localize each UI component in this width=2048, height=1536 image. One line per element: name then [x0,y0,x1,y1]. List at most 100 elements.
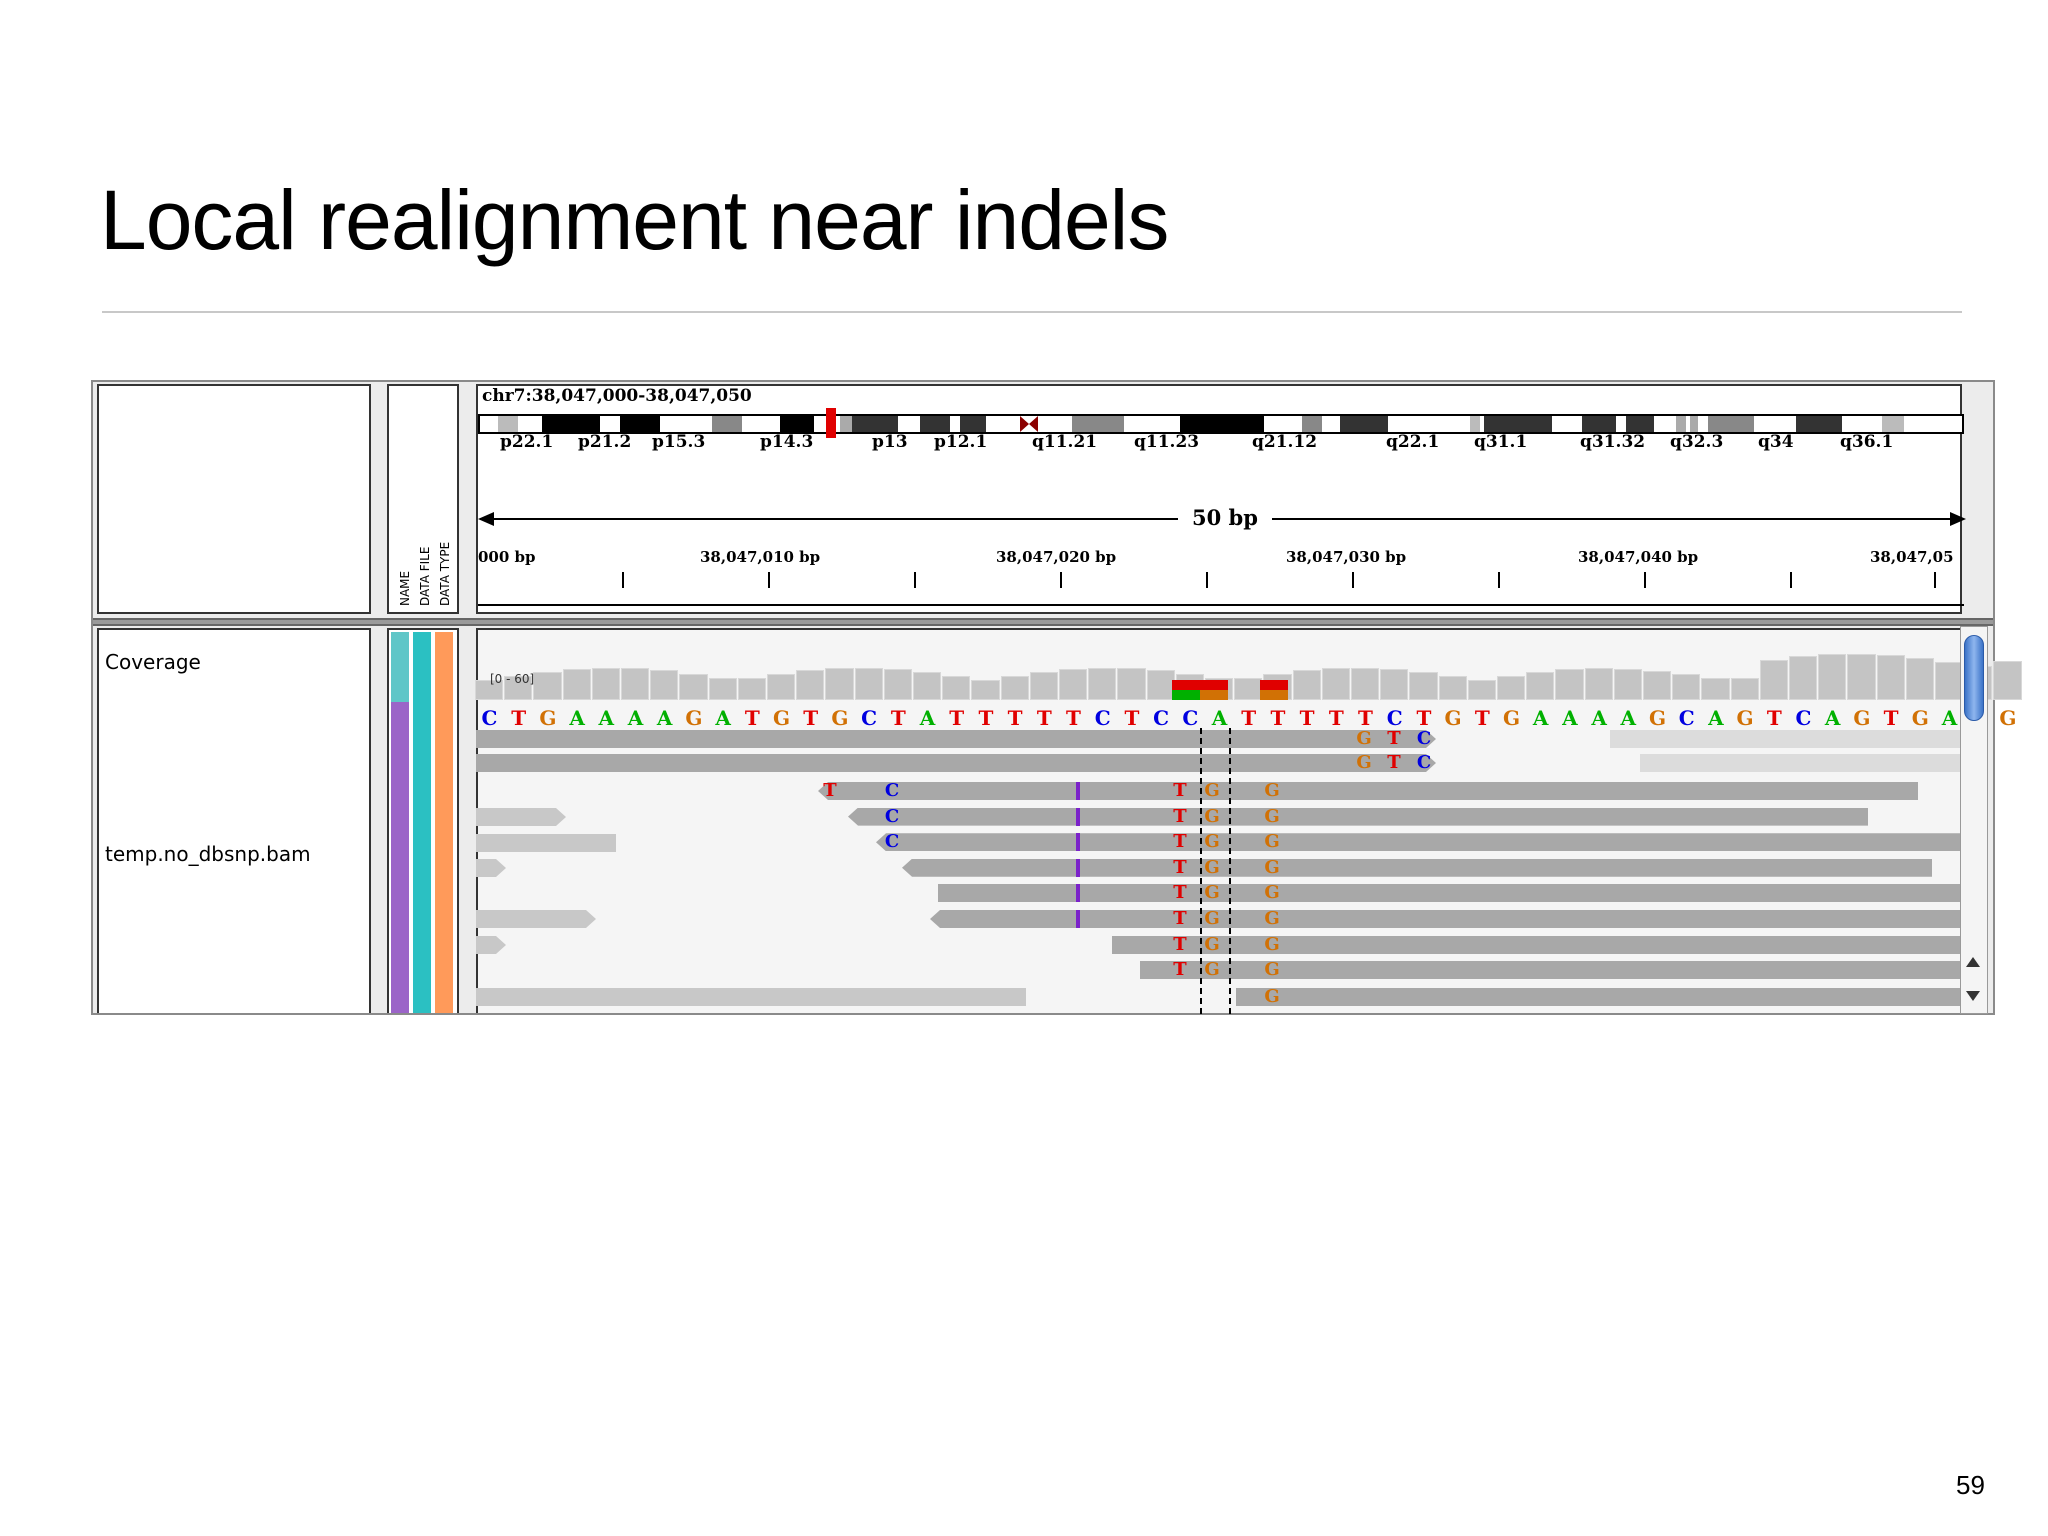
read[interactable] [848,807,1868,826]
reference-base: A [1591,706,1607,730]
read[interactable] [476,988,1026,1006]
scrollbar-thumb[interactable] [1964,635,1984,721]
read[interactable] [476,754,1436,772]
coverage-bar[interactable] [1000,676,1029,700]
read[interactable] [876,833,1966,852]
scroll-up-arrow-icon[interactable] [1966,957,1980,967]
coverage-bar[interactable] [1292,670,1321,700]
coverage-bar[interactable] [1730,678,1759,700]
coverage-bar[interactable] [854,668,883,700]
coverage-mismatch-bar[interactable] [1172,680,1200,700]
center-line-left [1200,728,1202,1014]
attr-header-data-type[interactable]: DATA TYPE [438,541,452,606]
read[interactable] [1112,935,1960,954]
coverage-bar[interactable] [1584,668,1613,700]
attr-cell-data-type[interactable] [435,632,453,1013]
coverage-bar[interactable] [1555,669,1584,700]
mismatch-base: G [1204,908,1220,929]
coverage-bar[interactable] [1438,676,1467,700]
coverage-bar[interactable] [591,668,620,700]
coverage-bar[interactable] [883,669,912,700]
read[interactable] [476,936,506,954]
cytoband [780,416,814,432]
coverage-mismatch-bar[interactable] [1260,680,1288,700]
attr-cell-data-file[interactable] [413,632,431,1013]
coverage-bar[interactable] [1146,670,1175,700]
coverage-bar[interactable] [913,672,942,700]
panel-divider[interactable] [93,618,1993,626]
read[interactable] [476,834,616,852]
coverage-bar[interactable] [1029,672,1058,700]
coverage-bar[interactable] [1380,669,1409,700]
coverage-bar[interactable] [1351,668,1380,700]
read[interactable] [476,730,1436,748]
vertical-scrollbar[interactable] [1960,626,1988,1014]
coverage-bar[interactable] [1993,661,2022,700]
coverage-bar[interactable] [1935,662,1964,700]
read[interactable] [476,910,596,928]
coverage-bar[interactable] [650,670,679,700]
cytoband [1302,416,1322,432]
attr-header-name[interactable]: NAME [398,570,412,606]
coverage-mismatch-bar[interactable] [1200,680,1228,700]
coverage-bar[interactable] [1643,671,1672,700]
coverage-bar[interactable] [825,668,854,700]
mismatch-base: G [1264,882,1280,904]
chromosome-ideogram[interactable] [478,414,1964,434]
coverage-bar[interactable] [1088,668,1117,700]
coverage-bar[interactable] [942,676,971,700]
mismatch-base: T [1173,908,1187,929]
reference-base: C [1182,706,1199,730]
attr-cell-name[interactable] [391,632,409,1013]
alignment-track-label[interactable]: temp.no_dbsnp.bam [105,842,311,866]
mismatch-base: G [1356,728,1372,749]
coverage-bar[interactable] [1759,660,1788,700]
coverage-bar[interactable] [1672,674,1701,700]
coverage-track-label[interactable]: Coverage [105,650,201,674]
coverage-bar[interactable] [1117,668,1146,700]
read[interactable] [818,782,1918,800]
coverage-bar[interactable] [708,678,737,700]
read[interactable] [902,858,1932,877]
coverage-bar[interactable] [504,676,533,700]
mismatch-base: C [884,831,900,853]
coverage-bar[interactable] [1613,669,1642,700]
coverage-bar[interactable] [1526,672,1555,700]
read[interactable] [1610,730,1960,748]
coverage-bar[interactable] [533,672,562,700]
mismatch-base: C [1416,752,1432,773]
cytoband [1072,416,1124,432]
attr-header-data-file[interactable]: DATA FILE [418,546,432,606]
coverage-bar[interactable] [1059,669,1088,700]
read[interactable] [1236,988,1960,1006]
coverage-bar[interactable] [621,668,650,700]
coverage-bar[interactable] [971,680,1000,700]
coverage-bar[interactable] [1905,658,1934,700]
reference-base: C [1153,706,1170,730]
coverage-bar[interactable] [1876,655,1905,700]
coverage-bar[interactable] [1497,676,1526,700]
coverage-bar[interactable] [1467,680,1496,700]
coverage-bar[interactable] [737,678,766,700]
read[interactable] [930,910,1960,928]
coverage-bar[interactable] [1234,678,1263,700]
mismatch-base: G [1204,882,1220,904]
coverage-bar[interactable] [1847,654,1876,700]
coverage-bar[interactable] [767,674,796,700]
read[interactable] [1140,961,1960,980]
coverage-bar[interactable] [475,680,504,700]
coverage-bar[interactable] [1321,668,1350,700]
coverage-bar[interactable] [1818,654,1847,700]
read[interactable] [938,884,1960,903]
coverage-bar[interactable] [679,674,708,700]
read[interactable] [476,808,566,826]
read[interactable] [476,859,506,877]
coverage-bar[interactable] [1701,678,1730,700]
name-header-panel [97,384,371,614]
coverage-bar[interactable] [1409,672,1438,700]
read[interactable] [1640,754,1960,772]
coverage-bar[interactable] [1789,656,1818,700]
coverage-bar[interactable] [796,670,825,700]
coverage-bar[interactable] [562,669,591,700]
scroll-down-arrow-icon[interactable] [1966,991,1980,1001]
